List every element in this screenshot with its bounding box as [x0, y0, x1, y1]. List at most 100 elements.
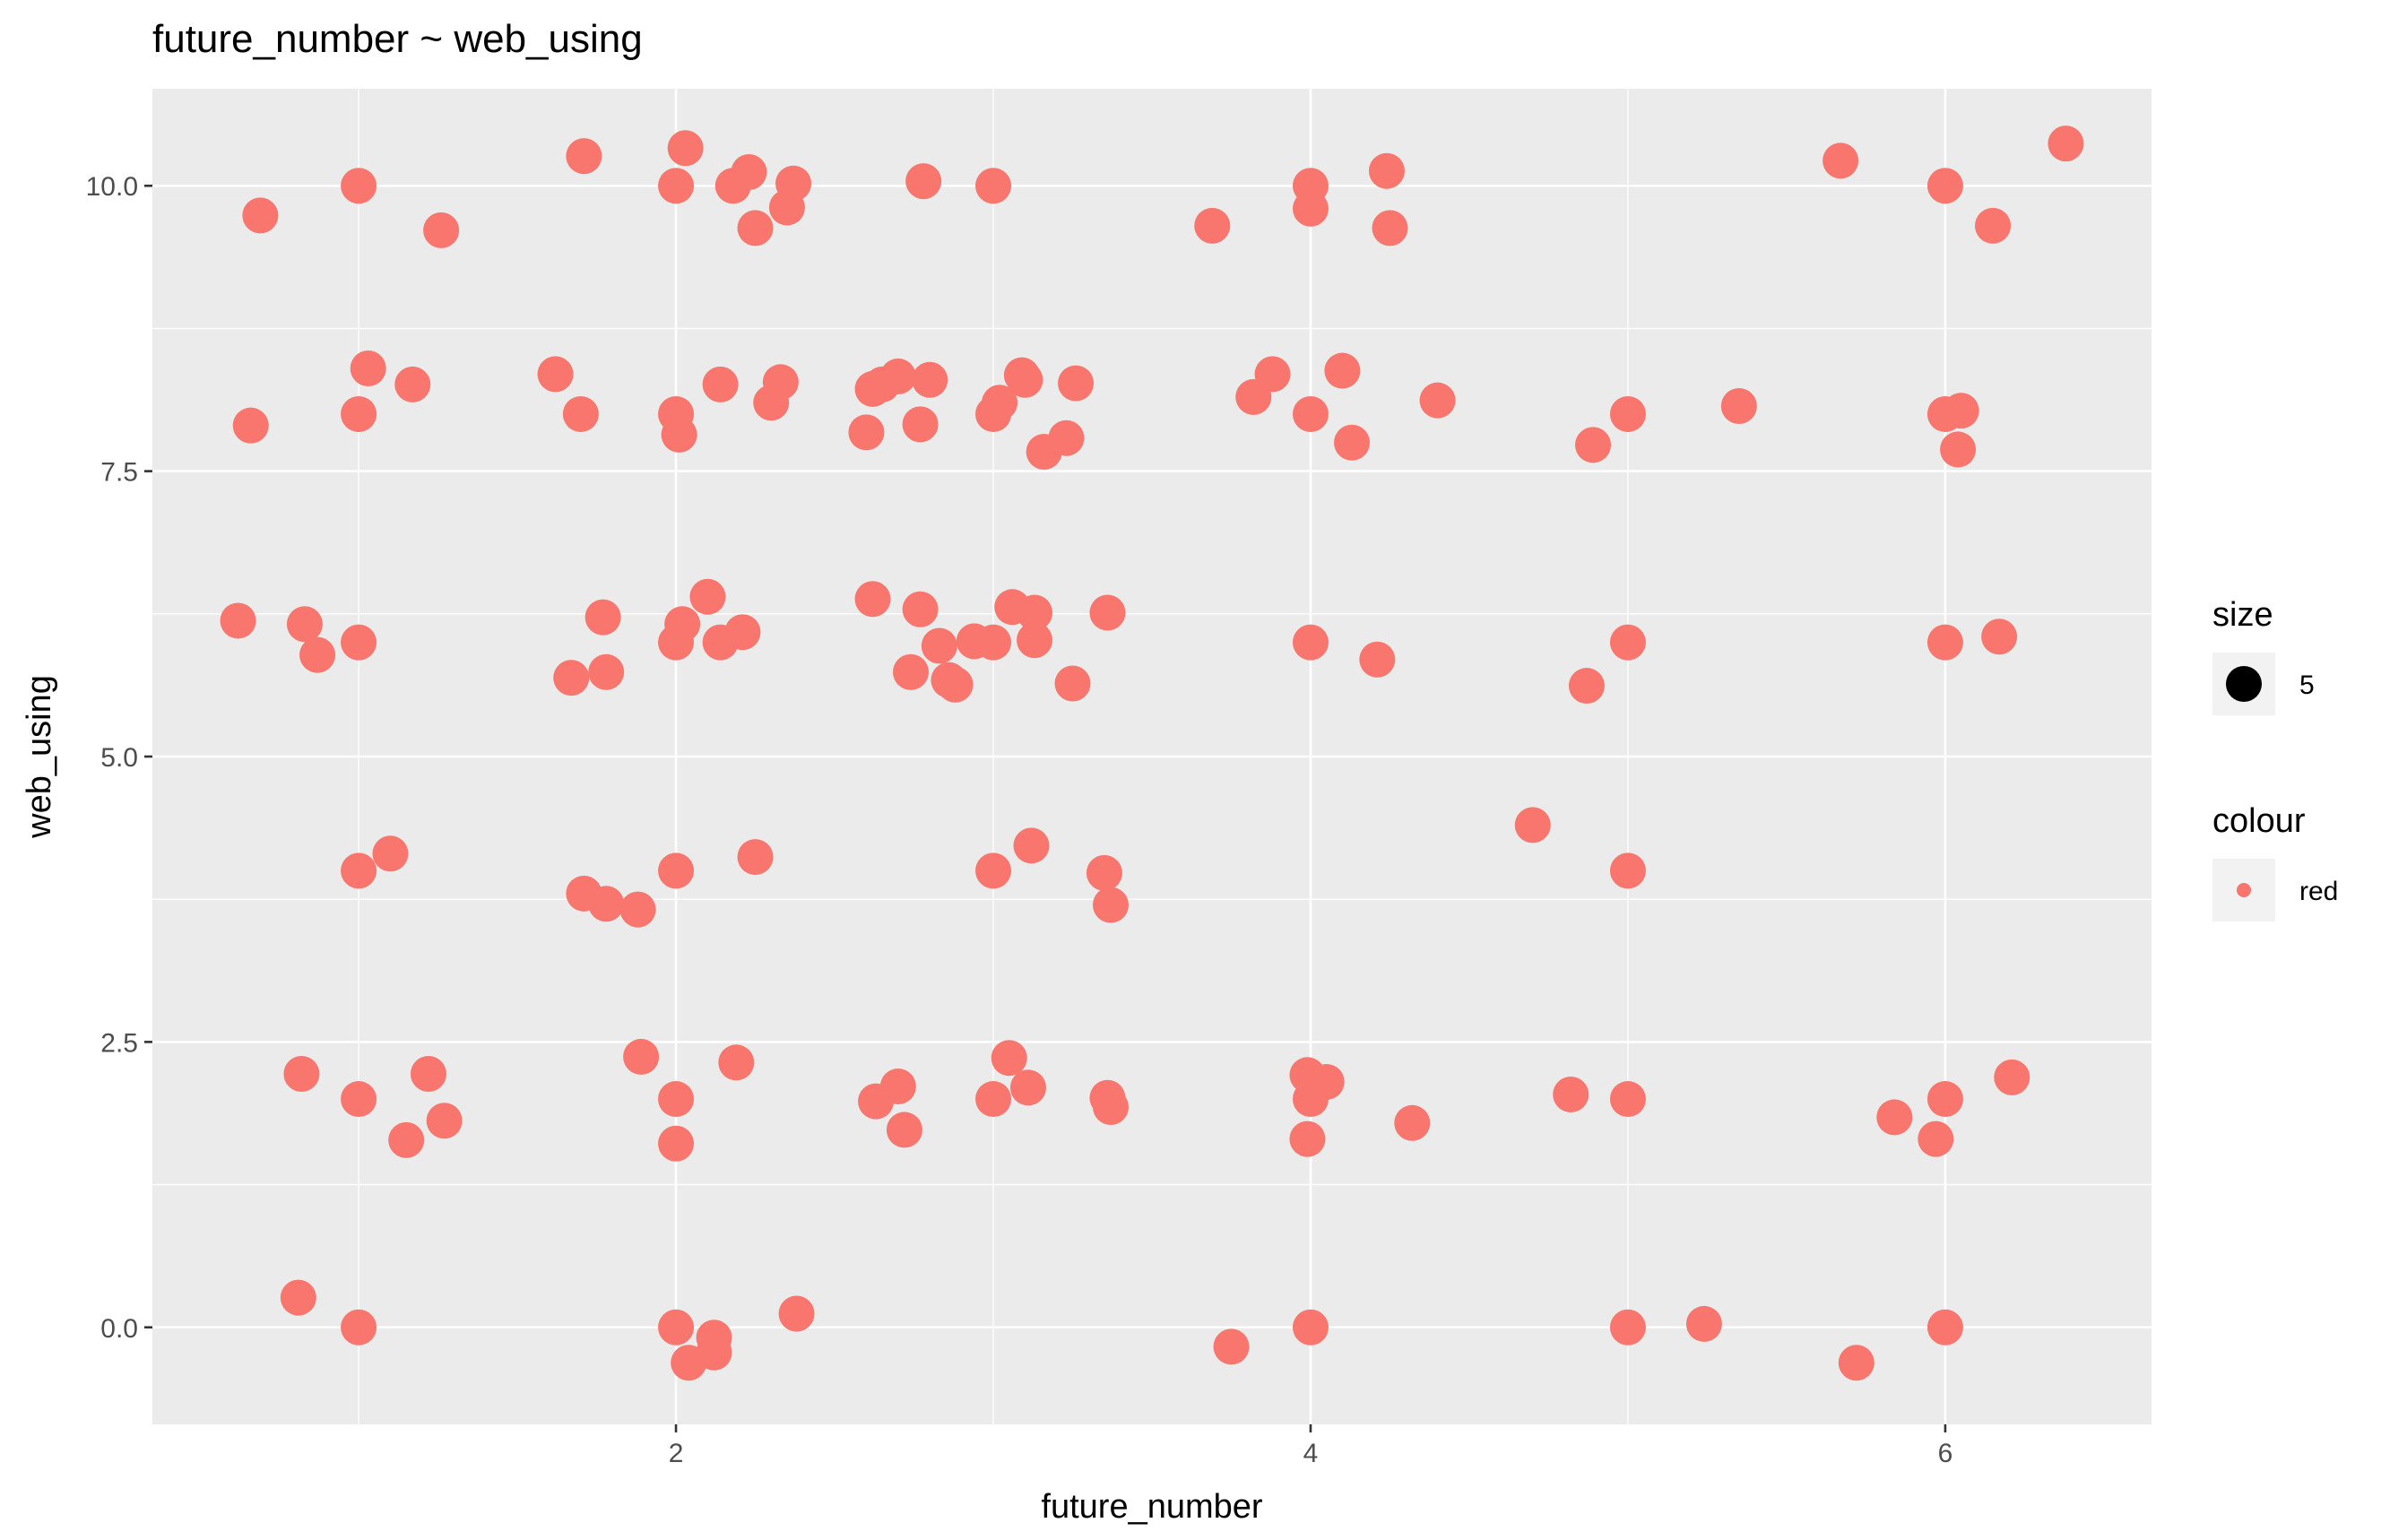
data-point	[975, 168, 1012, 204]
data-point	[1213, 1328, 1250, 1365]
x-tick-label: 6	[1938, 1439, 1953, 1468]
data-point	[737, 839, 774, 876]
y-tick-label: 2.5	[100, 1028, 138, 1058]
data-point	[394, 366, 431, 402]
data-point	[902, 591, 939, 627]
x-axis-ticks: 2 4 6	[669, 1424, 1953, 1468]
data-point	[1926, 168, 1963, 204]
data-point	[286, 606, 323, 643]
data-point	[1086, 854, 1122, 891]
legend-size-key-dot	[2226, 666, 2262, 702]
data-point	[1013, 827, 1050, 864]
data-point	[1308, 1063, 1345, 1100]
data-point	[1092, 1088, 1129, 1125]
data-point	[1823, 143, 1859, 179]
data-point	[1017, 594, 1053, 631]
data-point	[1324, 352, 1361, 389]
data-point	[1054, 665, 1091, 702]
data-point	[975, 852, 1012, 889]
legend-colour-title: colour	[2212, 802, 2306, 840]
x-tick-label: 2	[669, 1439, 684, 1468]
y-axis-ticks: 0.0 2.5 5.0 7.5 10.0	[86, 172, 152, 1344]
data-point	[1876, 1099, 1913, 1136]
data-point	[2048, 125, 2084, 162]
data-point	[1394, 1104, 1431, 1141]
data-point	[1292, 624, 1329, 661]
data-point	[1838, 1345, 1874, 1381]
y-tick-label: 7.5	[100, 458, 138, 488]
data-point	[667, 130, 704, 167]
data-point	[1685, 1305, 1722, 1342]
major-gridlines	[152, 89, 2152, 1424]
data-point	[1048, 420, 1085, 456]
data-point	[1017, 622, 1053, 659]
data-point	[975, 1081, 1012, 1118]
data-point	[696, 1334, 732, 1371]
data-point	[566, 138, 602, 175]
data-point	[991, 1040, 1027, 1077]
y-axis-title: web_using	[21, 675, 58, 839]
data-point	[937, 666, 974, 703]
legend: size 5 colour red	[2212, 596, 2338, 921]
data-point	[718, 1044, 755, 1081]
data-point	[658, 168, 695, 204]
data-point	[879, 1068, 916, 1105]
data-point	[1007, 361, 1043, 398]
legend-size-title: size	[2212, 596, 2273, 634]
data-point	[1553, 1076, 1589, 1112]
data-point	[588, 886, 625, 922]
data-point	[341, 624, 377, 661]
data-point	[1609, 852, 1646, 889]
legend-colour-key-dot	[2237, 883, 2251, 897]
data-point	[232, 407, 269, 444]
data-point	[1009, 1069, 1046, 1106]
data-point	[388, 1121, 425, 1158]
data-point	[902, 406, 939, 443]
data-point	[1609, 395, 1646, 432]
data-point	[724, 614, 761, 651]
data-point	[1089, 594, 1126, 631]
data-point	[1058, 365, 1095, 402]
data-point	[426, 1103, 463, 1139]
data-point	[588, 653, 625, 690]
data-point	[280, 1279, 316, 1316]
data-point	[886, 1112, 922, 1148]
data-point	[778, 1295, 815, 1332]
data-point	[1359, 641, 1396, 678]
legend-colour-label: red	[2299, 877, 2338, 906]
data-point	[1568, 668, 1605, 705]
data-point	[658, 1125, 695, 1162]
data-point	[912, 361, 948, 398]
data-point	[423, 212, 460, 248]
data-point	[1092, 887, 1129, 923]
data-point	[283, 1056, 320, 1093]
data-point	[1918, 1120, 1954, 1157]
data-point	[1943, 393, 1979, 429]
legend-size-label: 5	[2299, 671, 2315, 700]
data-point	[1292, 190, 1329, 227]
data-point	[702, 366, 739, 402]
data-point	[775, 165, 812, 202]
data-point	[619, 891, 656, 928]
data-point	[1194, 207, 1231, 244]
data-point	[350, 350, 386, 387]
data-point	[1926, 624, 1963, 661]
data-point	[1292, 395, 1329, 432]
data-point	[341, 168, 377, 204]
data-point	[1975, 207, 2012, 244]
data-point	[879, 358, 916, 394]
data-point	[1609, 624, 1646, 661]
data-point	[1289, 1120, 1326, 1157]
data-point	[658, 1309, 695, 1345]
data-point	[689, 578, 726, 615]
data-point	[537, 356, 574, 393]
data-point	[299, 636, 336, 673]
data-point	[1292, 1309, 1329, 1345]
data-point	[905, 163, 942, 200]
y-tick-label: 10.0	[86, 172, 138, 202]
data-point	[372, 835, 409, 872]
data-point	[1334, 424, 1370, 461]
data-points	[220, 125, 2084, 1381]
data-point	[584, 599, 621, 636]
chart-title: future_number ~ web_using	[152, 17, 643, 61]
